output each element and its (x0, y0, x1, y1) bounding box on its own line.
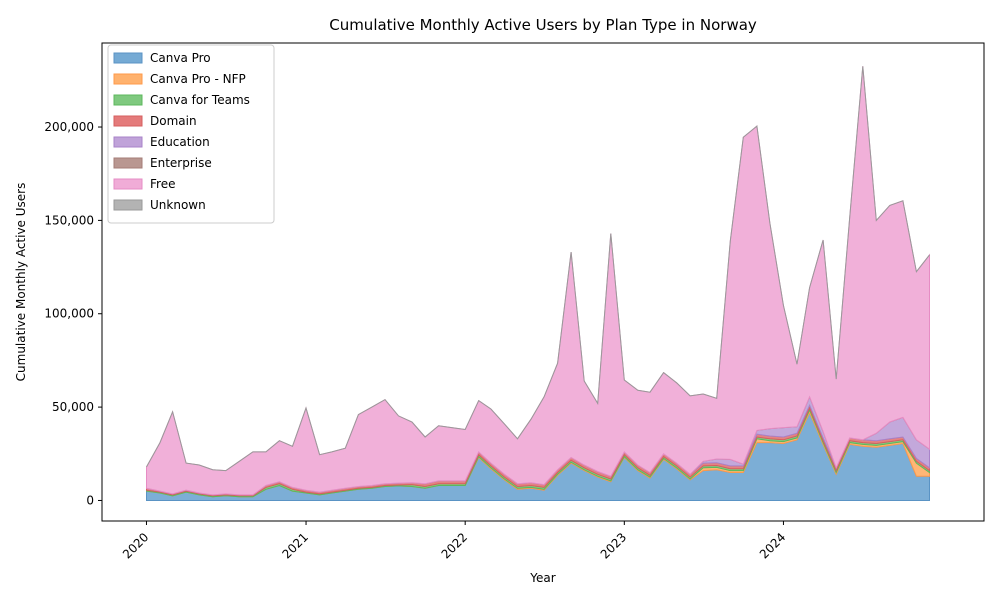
legend-swatch (113, 52, 143, 64)
legend-swatch (113, 136, 143, 148)
legend-label: Free (150, 177, 175, 191)
y-tick-label: 150,000 (44, 213, 94, 227)
legend-swatch (113, 157, 143, 169)
legend-label: Unknown (150, 198, 206, 212)
legend-swatch (113, 178, 143, 190)
y-axis: 0 50,000 100,000 150,000 200,000 (44, 120, 102, 507)
legend-label: Canva for Teams (150, 93, 250, 107)
legend: Canva Pro Canva Pro - NFP Canva for Teams D… (107, 44, 275, 224)
x-axis-label: Year (529, 571, 555, 585)
legend-swatch (113, 115, 143, 127)
y-tick-label: 100,000 (44, 307, 94, 321)
y-tick-label: 0 (86, 493, 94, 507)
legend-swatch (113, 73, 143, 85)
legend-swatch (113, 199, 143, 211)
x-tick-label: 2022 (439, 530, 470, 561)
x-axis: 2020 2021 2022 2023 2024 (120, 521, 788, 562)
x-tick-label: 2023 (598, 530, 629, 561)
legend-label: Enterprise (150, 156, 212, 170)
legend-label: Education (150, 135, 210, 149)
y-axis-label: Cumulative Monthly Active Users (14, 183, 28, 382)
stacked-areas (146, 66, 930, 501)
legend-label: Domain (150, 114, 197, 128)
chart-title: Cumulative Monthly Active Users by Plan … (329, 16, 757, 34)
x-tick-label: 2020 (120, 530, 151, 561)
y-tick-label: 50,000 (52, 400, 94, 414)
legend-label: Canva Pro - NFP (150, 72, 246, 86)
legend-label: Canva Pro (150, 51, 211, 65)
x-tick-label: 2024 (757, 530, 788, 561)
legend-box (107, 44, 275, 224)
x-tick-label: 2021 (279, 530, 310, 561)
legend-swatch (113, 94, 143, 106)
area-unknown (146, 66, 930, 472)
y-tick-label: 200,000 (44, 120, 94, 134)
plot-frame (101, 42, 985, 522)
